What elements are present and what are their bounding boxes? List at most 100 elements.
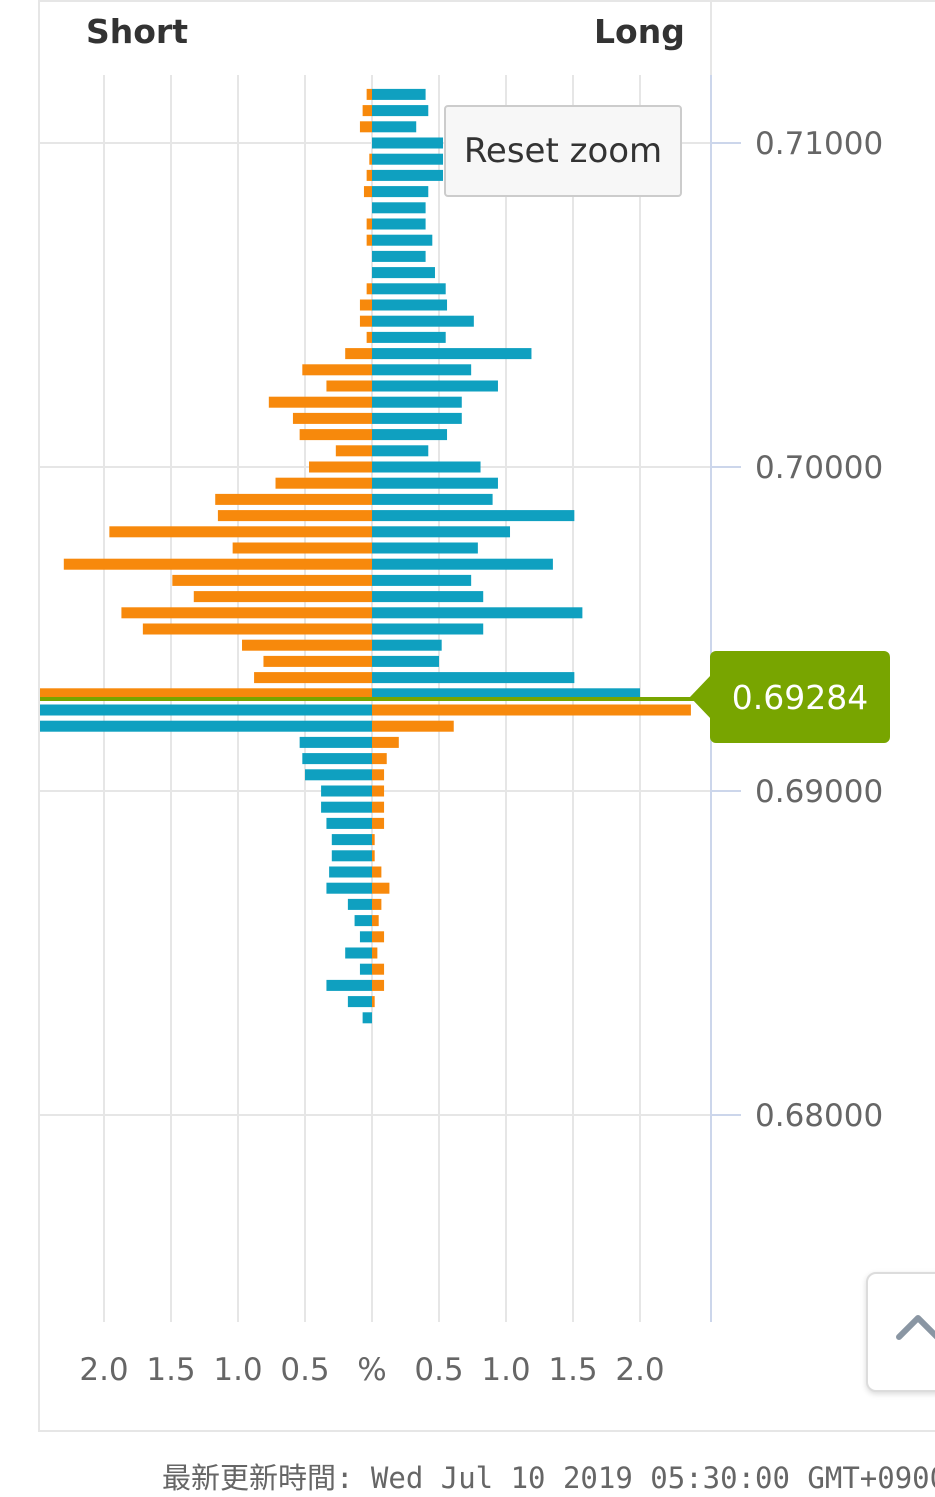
percent-tick-label: 1.0 [213,1352,262,1388]
percent-tick-label: 2.0 [615,1352,664,1388]
long-bar [372,429,448,441]
short-bar [362,105,372,117]
short-bar [359,299,372,311]
current-price-pointer [690,674,712,720]
plot-right-border [710,0,712,75]
long-bar [362,1012,372,1024]
long-bar [372,88,426,100]
long-bar [331,834,372,846]
short-bar [363,186,372,198]
long-bar [372,267,435,279]
short-header: Short [86,12,188,51]
price-tick-label: 0.69000 [755,774,883,810]
long-bar [372,105,429,117]
short-bar [345,348,372,360]
long-bar [326,882,372,894]
price-tick-label: 0.71000 [755,126,883,162]
long-bar [372,445,429,457]
long-bar [345,947,372,959]
short-bar [309,461,372,473]
long-bar [372,348,532,360]
short-bar [232,542,372,554]
short-bar [40,688,372,700]
short-bar [372,704,691,716]
bars [40,88,691,1024]
short-bar [242,639,372,651]
short-bar [217,510,372,522]
short-bar [372,947,378,959]
short-bar [63,558,373,570]
long-bar [372,331,446,343]
short-bar [372,882,390,894]
long-bar [372,526,511,538]
long-bar [299,736,372,748]
long-bar [372,186,429,198]
long-bar [372,412,462,424]
long-bar [372,396,462,408]
long-bar [372,558,553,570]
percent-axis: 2.0 1.5 1.0 0.5% 0.5 1.0 1.5 2.0 [79,1352,664,1388]
long-bar [372,655,439,667]
short-bar [254,672,372,684]
short-bar [109,526,373,538]
long-bar [359,963,372,975]
long-bar [372,607,583,619]
percent-tick-label: 2.0 [79,1352,128,1388]
long-bar [372,623,484,635]
long-bar [372,234,433,246]
last-updated-text: 最新更新時間: Wed Jul 10 2019 05:30:00 GMT+090… [162,1461,935,1495]
long-bar [347,898,372,910]
long-bar [321,801,372,813]
long-bar [331,850,372,862]
short-bar [372,720,454,732]
long-bar [372,380,498,392]
short-bar [193,591,372,603]
long-bar [372,218,426,230]
price-tick-label: 0.68000 [755,1098,883,1134]
long-bar [372,250,426,262]
scroll-to-top-button[interactable] [866,1272,935,1392]
short-bar [359,121,372,133]
long-bar [305,769,372,781]
short-bar [372,801,385,813]
percent-tick-label: 1.0 [481,1352,530,1388]
long-bar [302,753,372,765]
short-bar [263,655,372,667]
short-bar [172,574,372,586]
short-bar [372,898,382,910]
short-bar [372,866,382,878]
short-bar [215,493,372,505]
short-bar [372,769,385,781]
percent-tick-label: 1.5 [548,1352,597,1388]
long-bar [372,202,426,214]
long-bar [329,866,372,878]
short-bar [372,931,385,943]
short-bar [372,817,385,829]
long-bar [372,461,481,473]
percent-tick-label: % [357,1352,386,1388]
short-bar [372,736,399,748]
chart-frame [38,0,935,1432]
long-bar [372,542,478,554]
reset-zoom-button[interactable]: Reset zoom [444,105,682,197]
short-bar [372,850,375,862]
short-bar [366,169,372,181]
long-bar [372,510,575,522]
long-bar [372,283,446,295]
long-bar [354,915,372,927]
percent-tick-label: 0.5 [414,1352,463,1388]
short-bar [326,380,372,392]
long-bar [40,704,372,716]
long-bar [372,153,444,165]
short-bar [275,477,372,489]
price-tick-label: 0.70000 [755,450,883,486]
current-price-badge: 0.69284 [710,651,890,743]
long-bar [372,688,640,700]
short-bar [372,963,385,975]
short-bar [366,331,372,343]
short-bar [302,364,372,376]
short-bar [142,623,372,635]
long-bar [372,121,417,133]
percent-tick-label: 1.5 [146,1352,195,1388]
